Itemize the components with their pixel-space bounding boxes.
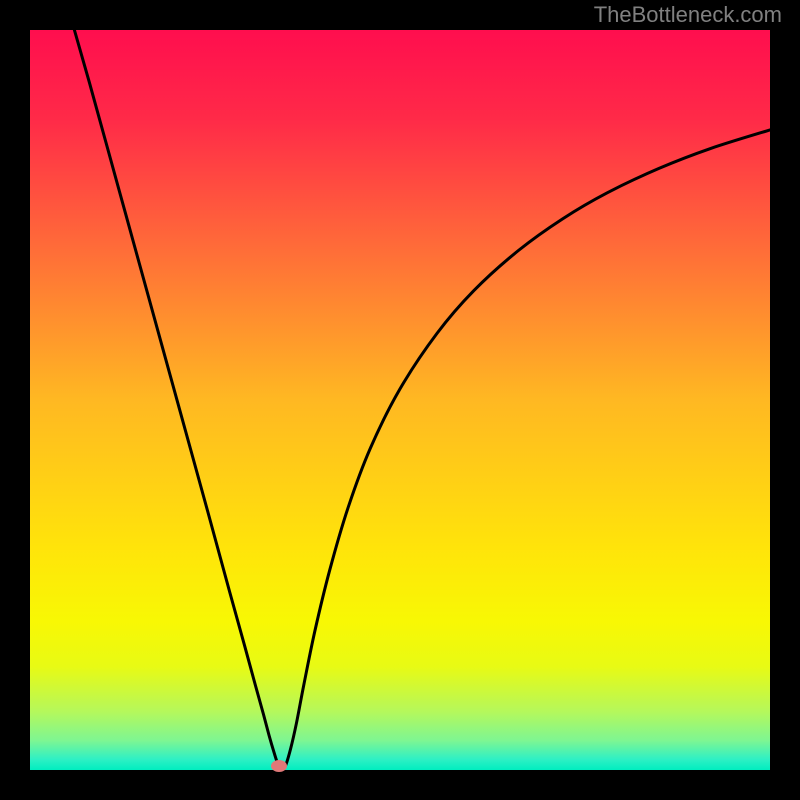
- watermark-text: TheBottleneck.com: [594, 2, 782, 28]
- bottleneck-curve: [74, 30, 770, 770]
- curve-svg: [30, 30, 770, 770]
- minimum-marker: [271, 760, 287, 772]
- plot-area: [30, 30, 770, 770]
